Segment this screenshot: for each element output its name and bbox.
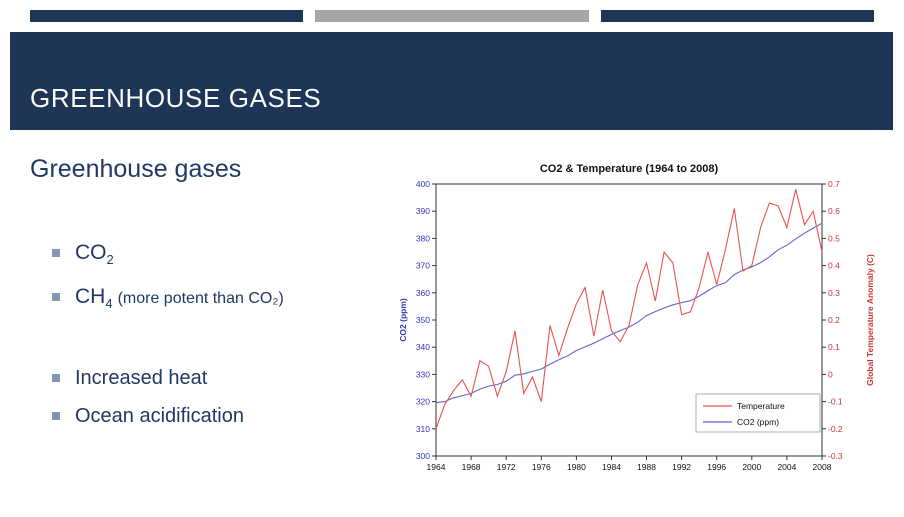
svg-text:370: 370	[416, 261, 430, 271]
svg-text:0: 0	[828, 369, 833, 379]
svg-text:400: 400	[416, 179, 430, 189]
svg-text:CO2 & Temperature (1964 to 200: CO2 & Temperature (1964 to 2008)	[540, 163, 719, 175]
list-item: CH4 (more potent than CO₂)	[52, 284, 284, 312]
bullet-list-effects: Increased heat Ocean acidification	[52, 366, 244, 442]
svg-text:360: 360	[416, 288, 430, 298]
bullet-text: Increased heat	[75, 367, 208, 389]
svg-text:Temperature: Temperature	[737, 401, 785, 411]
svg-text:Global Temperature Anomaly (C): Global Temperature Anomaly (C)	[865, 254, 875, 386]
title-band: GREENHOUSE GASES	[10, 32, 893, 130]
svg-text:340: 340	[416, 342, 430, 352]
list-item: CO2	[52, 240, 284, 268]
svg-text:300: 300	[416, 451, 430, 461]
svg-text:0.7: 0.7	[828, 179, 840, 189]
decorative-bar-middle	[315, 10, 589, 22]
svg-text:390: 390	[416, 206, 430, 216]
bullet-text: CH4 (more potent than CO₂)	[75, 285, 284, 312]
svg-text:0.5: 0.5	[828, 233, 840, 243]
svg-text:1964: 1964	[427, 462, 446, 472]
section-heading: Greenhouse gases	[30, 155, 242, 183]
svg-text:0.6: 0.6	[828, 206, 840, 216]
svg-text:1980: 1980	[567, 462, 586, 472]
svg-text:0.1: 0.1	[828, 342, 840, 352]
svg-text:2004: 2004	[777, 462, 796, 472]
list-item: Increased heat	[52, 366, 244, 390]
slide-title: GREENHOUSE GASES	[30, 83, 322, 113]
co2-temperature-chart: CO2 & Temperature (1964 to 2008) 300 310 32…	[396, 156, 896, 472]
bullet-icon	[52, 412, 60, 420]
bullet-text: CO2	[75, 241, 114, 268]
svg-text:0.4: 0.4	[828, 261, 840, 271]
svg-text:310: 310	[416, 424, 430, 434]
svg-text:-0.1: -0.1	[828, 397, 843, 407]
svg-text:-0.3: -0.3	[828, 451, 843, 461]
decorative-bar-right	[600, 10, 874, 22]
svg-text:2008: 2008	[813, 462, 832, 472]
svg-text:1996: 1996	[707, 462, 726, 472]
svg-text:1972: 1972	[497, 462, 516, 472]
svg-text:1988: 1988	[637, 462, 656, 472]
svg-text:0.3: 0.3	[828, 288, 840, 298]
decorative-top-bars	[30, 10, 874, 22]
svg-text:1984: 1984	[602, 462, 621, 472]
list-item: Ocean acidification	[52, 404, 244, 428]
bullet-icon	[52, 293, 60, 301]
svg-text:2000: 2000	[742, 462, 761, 472]
svg-text:1968: 1968	[462, 462, 481, 472]
bullet-icon	[52, 374, 60, 382]
svg-text:CO2 (ppm): CO2 (ppm)	[398, 298, 408, 342]
bullet-list-gases: CO2 CH4 (more potent than CO₂)	[52, 240, 284, 328]
bullet-icon	[52, 249, 60, 257]
svg-text:380: 380	[416, 233, 430, 243]
svg-text:1992: 1992	[672, 462, 691, 472]
svg-text:-0.2: -0.2	[828, 424, 843, 434]
svg-text:330: 330	[416, 369, 430, 379]
bullet-text: Ocean acidification	[75, 405, 244, 427]
svg-text:1976: 1976	[532, 462, 551, 472]
svg-text:0.2: 0.2	[828, 315, 840, 325]
svg-text:350: 350	[416, 315, 430, 325]
svg-text:320: 320	[416, 397, 430, 407]
svg-text:CO2 (ppm): CO2 (ppm)	[737, 417, 779, 427]
decorative-bar-left	[30, 10, 304, 22]
